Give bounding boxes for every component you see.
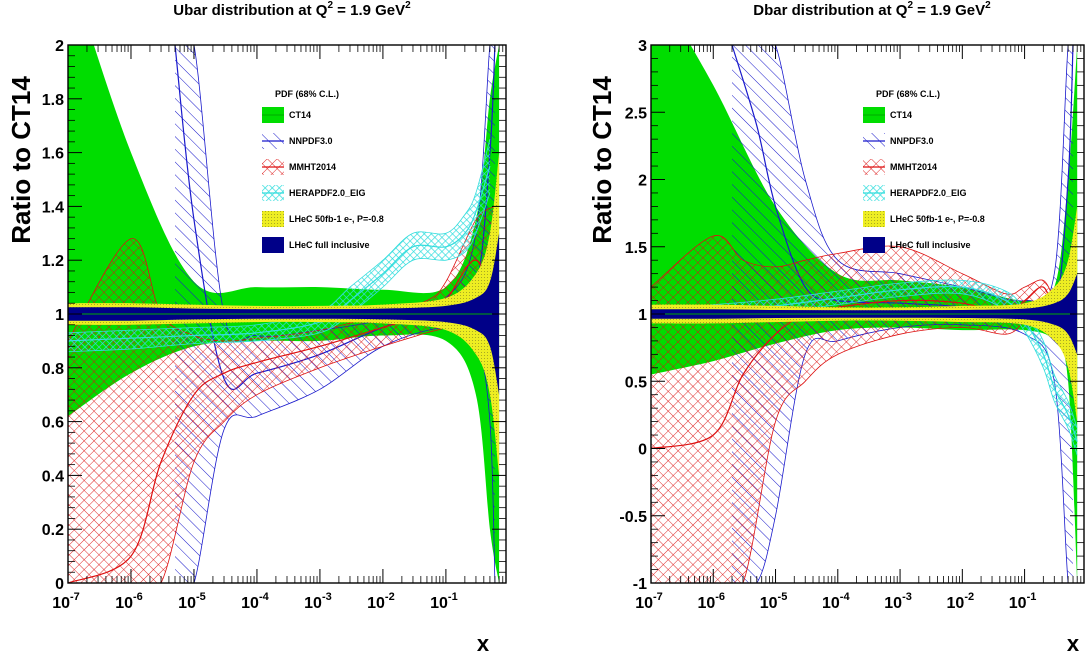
y-tick-label: 2	[55, 38, 64, 55]
band-edge-upper-herapdf2-0-eig-dbar	[651, 279, 1078, 429]
legend-swatch-lhec-50fb-1-e-p-0-8	[262, 211, 284, 227]
y-tick-label: 0	[55, 576, 64, 593]
legend-ubar: PDF (68% C.L.) CT14 NNPDF3.0 MMHT2014 HERAPD…	[262, 89, 384, 253]
x-tick-label: 10-3	[304, 591, 332, 612]
legend-swatch-lhec-full-inclusive	[863, 237, 885, 253]
x-tick-label: 10-1	[1009, 591, 1037, 612]
legend-label-nnpdf3-0: NNPDF3.0	[890, 136, 934, 146]
legend-label-lhec-50fb-1-e-p-0-8: LHeC 50fb-1 e-, P=-0.8	[289, 214, 384, 224]
legend-label-ct14: CT14	[890, 110, 912, 120]
legend-label-herapdf2-0-eig: HERAPDF2.0_EIG	[289, 188, 366, 198]
chart-title-ubar: Ubar distribution at Q2 = 1.9 GeV2	[173, 0, 411, 19]
x-tick-label: 10-4	[822, 591, 850, 612]
y-tick-label: 0.2	[42, 522, 64, 539]
x-tick-label: 10-4	[241, 591, 269, 612]
y-tick-label: 1	[638, 307, 647, 324]
y-tick-label: 2.5	[625, 105, 647, 122]
y-axis-label-ubar: Ratio to CT14	[6, 76, 36, 244]
legend-label-herapdf2-0-eig: HERAPDF2.0_EIG	[890, 188, 967, 198]
y-tick-label: 0.8	[42, 361, 64, 378]
x-axis-label-dbar: x	[1067, 631, 1080, 656]
band-mmht2014-ubar	[68, 206, 495, 583]
y-tick-label: 2	[638, 173, 647, 190]
y-tick-label: 0	[638, 442, 647, 459]
plot-area-dbar	[651, 45, 1084, 583]
y-tick-label: 1	[55, 307, 64, 324]
y-tick-label: 1.2	[42, 253, 64, 270]
x-tick-label: 10-2	[947, 591, 975, 612]
legend-label-ct14: CT14	[289, 110, 311, 120]
plot-area-ubar	[68, 45, 506, 583]
axis-ticks-ubar: 10-7 10-6 10-5 10-4 10-3 10-2 10-1 0 0.2 0.4 0.6 0.…	[42, 38, 506, 612]
legend-label-lhec-full-inclusive: LHeC full inclusive	[890, 240, 971, 250]
legend-swatch-lhec-50fb-1-e-p-0-8	[863, 211, 885, 227]
legend-header: PDF (68% C.L.)	[876, 89, 940, 99]
x-tick-label: 10-5	[178, 591, 206, 612]
y-tick-label: 0.4	[42, 468, 64, 485]
legend-dbar: PDF (68% C.L.) CT14 NNPDF3.0 MMHT2014 HERAPD…	[863, 89, 985, 253]
legend-label-lhec-50fb-1-e-p-0-8: LHeC 50fb-1 e-, P=-0.8	[890, 214, 985, 224]
y-tick-label: 1.5	[625, 240, 647, 257]
panel-ubar: Ubar distribution at Q2 = 1.9 GeV2 Ratio…	[6, 0, 507, 656]
x-tick-label: 10-7	[52, 591, 80, 612]
y-tick-label: 3	[638, 38, 647, 55]
x-tick-label: 10-5	[760, 591, 788, 612]
panel-dbar: Dbar distribution at Q2 = 1.9 GeV2 Ratio…	[587, 0, 1085, 656]
legend-label-mmht2014: MMHT2014	[890, 162, 937, 172]
y-axis-label-dbar: Ratio to CT14	[587, 76, 617, 244]
x-axis-label-ubar: x	[477, 631, 490, 656]
y-tick-label: 0.5	[625, 374, 647, 391]
y-tick-label: -1	[633, 576, 647, 593]
x-tick-label: 10-2	[367, 591, 395, 612]
x-tick-label: 10-7	[635, 591, 663, 612]
axis-ticks-dbar: 10-7 10-6 10-5 10-4 10-3 10-2 10-1 -1 -0.5 0 0.5 1 1…	[619, 38, 1084, 612]
x-tick-label: 10-3	[884, 591, 912, 612]
y-tick-label: 1.4	[42, 199, 64, 216]
x-tick-label: 10-1	[430, 591, 458, 612]
y-tick-label: 1.6	[42, 146, 64, 163]
legend-swatch-lhec-full-inclusive	[262, 237, 284, 253]
y-tick-label: -0.5	[619, 509, 647, 526]
chart-title-dbar: Dbar distribution at Q2 = 1.9 GeV2	[753, 0, 991, 19]
y-tick-label: 1.8	[42, 92, 64, 109]
legend-label-lhec-full-inclusive: LHeC full inclusive	[289, 240, 370, 250]
band-herapdf2-0-eig-ubar	[68, 139, 490, 352]
legend-label-mmht2014: MMHT2014	[289, 162, 336, 172]
central-line-mmht2014-dbar	[651, 286, 1055, 450]
band-edge-lower-herapdf2-0-eig-ubar	[68, 192, 491, 353]
legend-label-nnpdf3-0: NNPDF3.0	[289, 136, 333, 146]
central-line-herapdf2-0-eig-ubar	[68, 165, 491, 342]
x-tick-label: 10-6	[697, 591, 725, 612]
x-tick-label: 10-6	[115, 591, 143, 612]
band-edge-upper-herapdf2-0-eig-ubar	[68, 139, 491, 334]
band-edge-lower-nnpdf3-0-ubar	[175, 326, 496, 583]
y-tick-label: 0.6	[42, 415, 64, 432]
legend-header: PDF (68% C.L.)	[275, 89, 339, 99]
